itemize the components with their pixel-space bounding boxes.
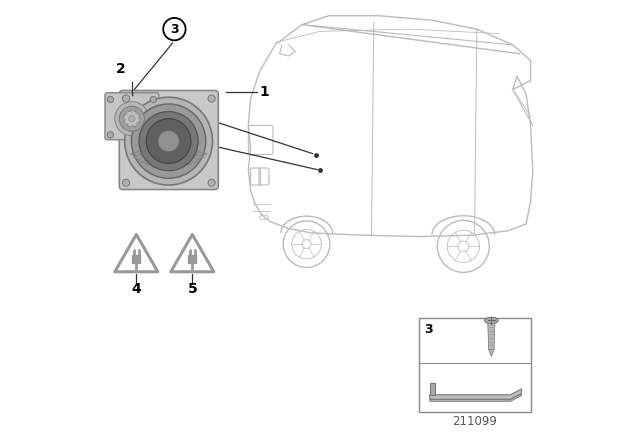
Polygon shape (430, 389, 522, 399)
Circle shape (108, 132, 113, 138)
Text: 211099: 211099 (452, 415, 497, 428)
Circle shape (208, 179, 215, 186)
Text: 5: 5 (188, 282, 197, 296)
Polygon shape (488, 323, 495, 349)
Circle shape (163, 18, 186, 40)
Circle shape (119, 106, 145, 131)
Text: 4: 4 (131, 282, 141, 296)
Circle shape (108, 96, 113, 103)
Circle shape (122, 95, 130, 102)
Circle shape (150, 132, 157, 138)
Bar (132, 255, 140, 263)
Ellipse shape (484, 317, 498, 323)
Polygon shape (430, 383, 435, 395)
Text: 2: 2 (116, 62, 125, 76)
Text: 3: 3 (424, 323, 433, 336)
FancyBboxPatch shape (419, 318, 531, 412)
Circle shape (146, 119, 191, 164)
Polygon shape (430, 393, 522, 401)
Circle shape (115, 102, 149, 136)
Circle shape (158, 130, 179, 152)
Circle shape (131, 104, 206, 178)
FancyBboxPatch shape (119, 90, 218, 190)
Text: 1: 1 (260, 85, 269, 99)
Circle shape (150, 96, 157, 103)
Circle shape (125, 97, 212, 185)
Circle shape (139, 112, 198, 171)
Circle shape (124, 111, 140, 127)
Bar (188, 255, 196, 263)
Polygon shape (489, 349, 494, 356)
Circle shape (208, 95, 215, 102)
Circle shape (122, 179, 130, 186)
Text: 3: 3 (170, 22, 179, 36)
FancyBboxPatch shape (105, 93, 159, 140)
Circle shape (129, 116, 135, 122)
